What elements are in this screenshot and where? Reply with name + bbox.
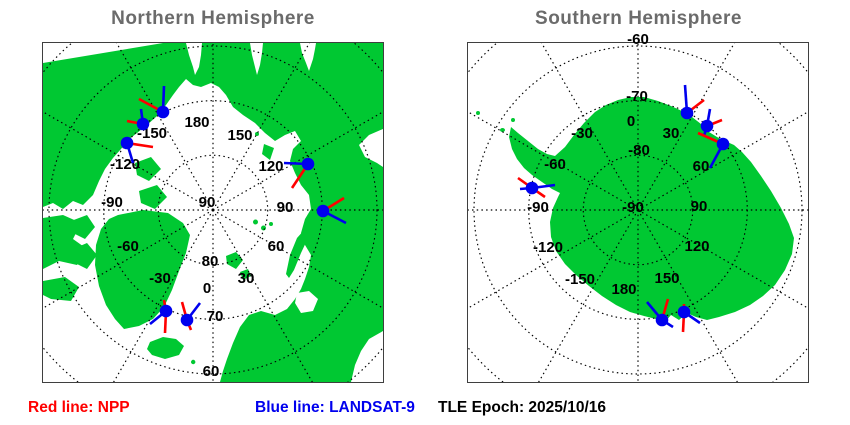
landmass-greenland — [95, 210, 190, 329]
landmass-antarctic-islands — [476, 111, 515, 132]
legend-landsat9: Blue line: LANDSAT-9 — [255, 399, 415, 416]
grid-tick-label: 60 — [693, 158, 710, 175]
satellite-position-marker — [138, 85, 170, 119]
grid-tick-label: 120 — [684, 238, 709, 255]
landmass-iceland — [147, 337, 184, 359]
grid-tick-label: -60 — [627, 31, 649, 48]
grid-tick-label: -80 — [628, 142, 650, 159]
northern-hemisphere-map: 180 150 -150 120 -120 90 -90 60 -60 30 -30 0 90 80 70 6… — [42, 42, 384, 383]
satellite-dot — [525, 181, 539, 195]
satellite-dot — [316, 204, 330, 218]
grid-tick-label: 60 — [203, 363, 220, 380]
satellite-dot — [159, 304, 173, 318]
south-panel-title: Southern Hemisphere — [535, 8, 742, 29]
satellite-position-marker — [149, 299, 173, 334]
grid-tick-label: -90 — [622, 199, 644, 216]
grid-tick-label: 0 — [203, 280, 211, 297]
satellite-position-marker — [126, 108, 150, 131]
south-polar-plot: -60 -70 0 30 -30 -80 60 -60 90 -90 -90 120 -120 150 -1… — [468, 31, 809, 382]
satellite-dot — [120, 136, 134, 150]
satellite-dot — [301, 157, 315, 171]
grid-tick-label: 80 — [202, 253, 219, 270]
satellite-dot — [680, 106, 694, 120]
legend-npp: Red line: NPP — [28, 399, 130, 416]
grid-tick-label: -60 — [544, 156, 566, 173]
grid-tick-label: -30 — [149, 270, 171, 287]
tle-epoch-label: TLE Epoch: 2025/10/16 — [438, 399, 606, 416]
satellite-position-marker — [180, 301, 202, 331]
north-polar-plot: 180150-150120-12090-9060-6030-3009080706… — [43, 43, 383, 382]
grid-tick-label: 30 — [238, 270, 255, 287]
satellite-position-marker — [646, 298, 674, 329]
grid-tick-label: -90 — [101, 194, 123, 211]
grid-tick-label: 90 — [199, 194, 216, 211]
grid-tick-label: -70 — [626, 88, 648, 105]
southern-hemisphere-map: -60 -70 0 30 -30 -80 60 -60 90 -90 -90 120 -120 150 -1… — [467, 31, 809, 383]
satellite-dot — [655, 313, 669, 327]
grid-tick-label: 30 — [663, 125, 680, 142]
grid-tick-label: 180 — [184, 114, 209, 131]
landmass-antarctica — [509, 97, 794, 322]
landmass-northamerica-eurasia — [43, 43, 383, 382]
satellite-position-marker — [316, 196, 347, 225]
satellite-position-marker — [700, 108, 723, 137]
satellite-dot — [136, 117, 150, 131]
grid-tick-label: 90 — [691, 198, 708, 215]
grid-tick-label: 150 — [227, 127, 252, 144]
grid-tick-label: 120 — [258, 158, 283, 175]
white-sea-inlet — [295, 291, 318, 313]
satellite-position-marker — [677, 304, 701, 333]
grid-tick-label: 70 — [207, 308, 224, 325]
grid-tick-label: 90 — [277, 199, 294, 216]
grid-tick-label: 150 — [654, 270, 679, 287]
grid-tick-label: 0 — [627, 113, 635, 130]
graticule-south — [468, 43, 809, 382]
grid-tick-label: -60 — [117, 238, 139, 255]
satellite-position-marker — [517, 176, 556, 199]
satellite-dot — [716, 137, 730, 151]
grid-tick-label: -120 — [533, 239, 563, 256]
grid-tick-label: -150 — [565, 271, 595, 288]
north-panel-title: Northern Hemisphere — [111, 8, 315, 29]
satellite-position-marker — [283, 157, 315, 189]
satellite-dot — [156, 105, 170, 119]
satellite-dot — [677, 305, 691, 319]
landmass-canada-islands — [43, 157, 167, 301]
satellite-dot — [700, 119, 714, 133]
satellite-position-marker — [680, 84, 705, 120]
satellite-position-marker — [120, 136, 154, 164]
grid-tick-label: -90 — [527, 199, 549, 216]
grid-tick-label: -30 — [571, 125, 593, 142]
grid-tick-label: 60 — [268, 238, 285, 255]
grid-tick-label: 180 — [611, 281, 636, 298]
satellite-position-marker — [697, 131, 730, 169]
satellite-dot — [180, 313, 194, 327]
grid-tick-label: -120 — [110, 156, 140, 173]
